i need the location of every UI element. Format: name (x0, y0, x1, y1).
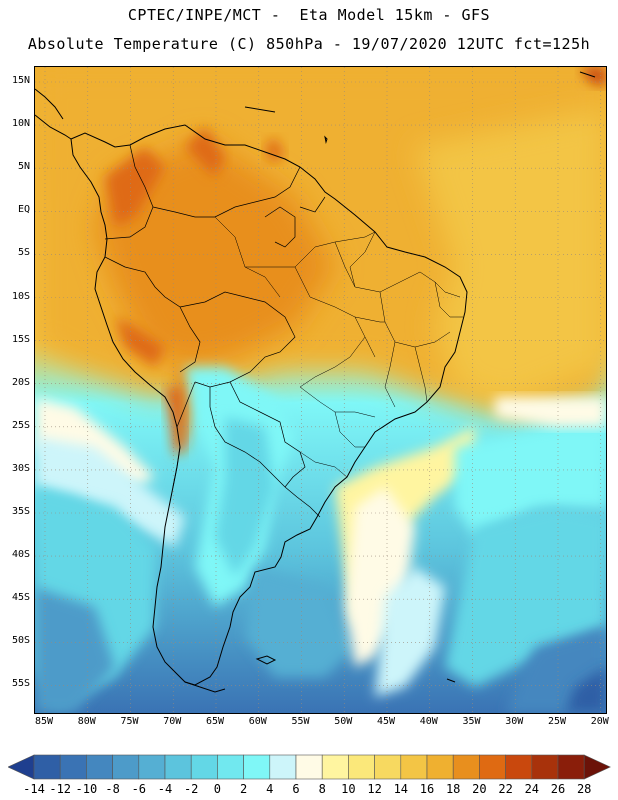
colorbar-label: 26 (550, 782, 566, 796)
colorbar-swatch (217, 754, 244, 780)
latitude-label: 45S (11, 592, 30, 604)
colorbar-label: 28 (576, 782, 592, 796)
colorbar-swatch (426, 754, 454, 780)
colorbar-swatch (138, 754, 166, 780)
colorbar-label: 16 (419, 782, 435, 796)
colorbar-label: 14 (393, 782, 409, 796)
longitude-label: 30W (505, 716, 524, 727)
colorbar-label: -2 (183, 782, 199, 796)
colorbar-swatch (243, 754, 271, 780)
colorbar-swatch (295, 754, 323, 780)
latitude-label: 35S (11, 506, 30, 517)
colorbar-swatch (348, 754, 375, 780)
colorbar-label: 10 (341, 782, 356, 796)
longitude-label: 55W (291, 716, 310, 727)
latitude-label: 50S (11, 635, 30, 647)
colorbar-swatch (531, 754, 559, 780)
colorbar-label: -6 (131, 782, 147, 796)
longitude-label: 70W (163, 716, 182, 727)
temperature-map (34, 66, 607, 714)
latitude-label: EQ (17, 204, 30, 216)
longitude-label: 20W (590, 716, 609, 727)
colorbar-swatch (557, 754, 585, 780)
colorbar-label: -14 (23, 782, 45, 796)
title-line-1: CPTEC/INPE/MCT - Eta Model 15km - GFS (127, 6, 491, 24)
colorbar-swatch (269, 754, 297, 780)
latitude-label: 15S (11, 333, 30, 345)
colorbar-label: 6 (292, 782, 300, 796)
colorbar-label: 8 (318, 782, 326, 796)
longitude-label: 75W (120, 716, 139, 727)
latitude-label: 10N (11, 118, 30, 130)
colorbar-label: 20 (472, 782, 487, 796)
longitude-label: 85W (34, 716, 54, 727)
colorbar-label: 12 (367, 782, 382, 796)
latitude-label: 15N (11, 75, 30, 86)
colorbar-label: 2 (239, 782, 248, 796)
colorbar-label: 4 (266, 782, 274, 796)
color-scale-bar (8, 754, 611, 780)
latitude-label: 10S (11, 290, 30, 302)
colorbar-label: 24 (524, 782, 540, 796)
title-line-2: Absolute Temperature (C) 850hPa - 19/07/… (27, 35, 591, 53)
colorbar-swatch (505, 754, 533, 780)
colorbar-label: -8 (105, 782, 120, 796)
colorbar-swatch (321, 754, 349, 780)
colorbar-swatch (400, 754, 428, 780)
latitude-label: 5N (17, 161, 30, 173)
longitude-label: 80W (77, 716, 96, 727)
longitude-label: 25W (547, 716, 567, 727)
latitude-label: 55S (11, 678, 30, 690)
latitude-label: 25S (11, 419, 30, 431)
colorbar-swatch (374, 754, 402, 780)
longitude-label: 60W (248, 716, 267, 727)
colorbar-swatch (33, 754, 61, 780)
colorbar-label: -4 (157, 782, 173, 796)
colorbar-label: -12 (49, 782, 72, 796)
colorbar-swatch (452, 754, 480, 780)
state-borders (214, 216, 463, 478)
colorbar-min-arrow (8, 754, 35, 780)
country-borders (104, 144, 326, 518)
colorbar-swatch (112, 754, 140, 780)
longitude-label: 65W (205, 716, 225, 727)
colorbar-max-arrow (583, 754, 611, 780)
colorbar-swatch (164, 754, 192, 780)
colorbar-label: 0 (213, 782, 221, 796)
colorbar-swatch (479, 754, 506, 780)
colorbar-label: 22 (498, 782, 513, 796)
longitude-label: 50W (334, 716, 353, 727)
longitude-label: 40W (419, 716, 438, 727)
latitude-label: 5S (17, 247, 30, 259)
longitude-label: 45W (376, 716, 396, 727)
longitude-label: 35W (462, 716, 481, 727)
latitude-label: 20S (11, 376, 30, 388)
coastline (35, 71, 596, 693)
latitude-label: 40S (11, 549, 30, 561)
temperature-field (35, 67, 606, 713)
latitude-label: 30S (11, 462, 30, 474)
colorbar-label: 18 (445, 782, 461, 796)
colorbar-swatch (86, 754, 113, 780)
colorbar-swatch (59, 754, 87, 780)
colorbar-label: -10 (75, 782, 98, 796)
colorbar-swatch (190, 754, 218, 780)
